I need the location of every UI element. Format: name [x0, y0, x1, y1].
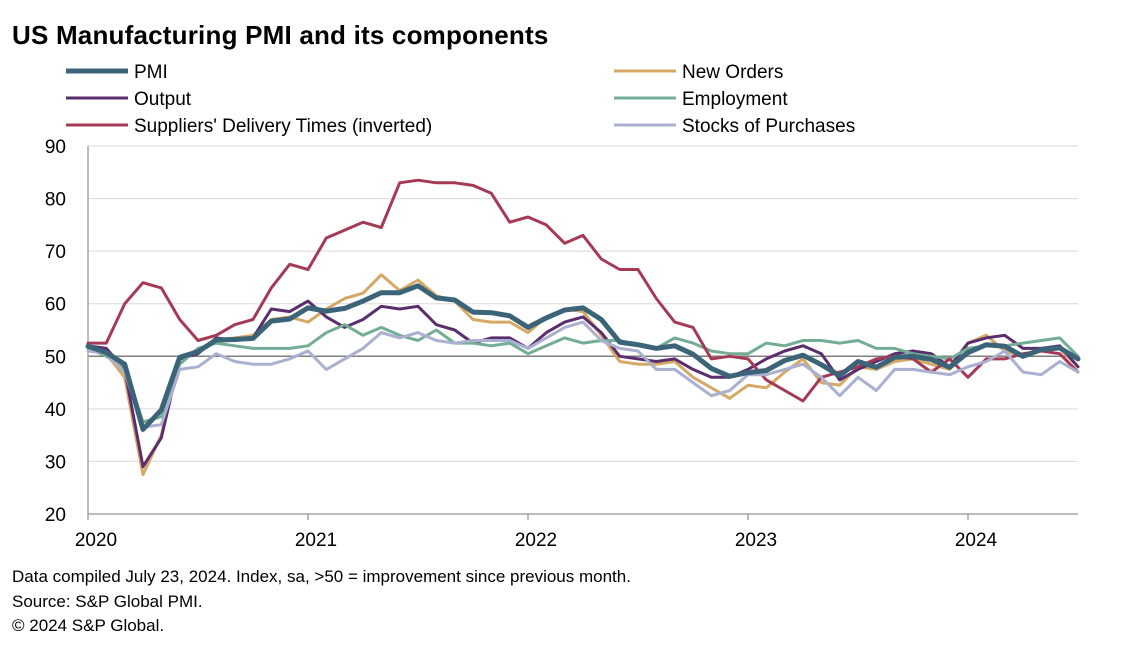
x-axis-ticks: 2020 2021 2022 2023 2024 [75, 514, 998, 551]
y-tick-label: 50 [45, 347, 66, 368]
y-tick-label: 90 [45, 137, 66, 158]
y-tick-label: 30 [45, 452, 66, 473]
axes [87, 146, 1078, 515]
series-line-employment [86, 323, 1080, 424]
legend-label: Stocks of Purchases [682, 116, 855, 137]
y-tick-label: 20 [45, 505, 66, 526]
legend-label: Output [134, 89, 192, 110]
series-line-pmi [85, 283, 1081, 432]
x-tick-label: 2021 [295, 530, 337, 551]
series-line-new-orders [86, 273, 1080, 477]
footnote-copyright: © 2024 S&P Global. [12, 616, 165, 635]
series [85, 178, 1081, 477]
x-tick-label: 2023 [735, 530, 777, 551]
series-line-suppliers-delivery-times-inverted [86, 178, 1080, 403]
x-tick-label: 2024 [955, 530, 998, 551]
x-tick-label: 2020 [75, 530, 117, 551]
legend-label: New Orders [682, 62, 783, 83]
series-line-output [86, 299, 1080, 469]
x-tick-label: 2022 [515, 530, 557, 551]
series-line-stocks-of-purchases [86, 320, 1080, 429]
grid [88, 145, 1078, 515]
legend: PMI New Orders Output Employment Suppliers' … [66, 62, 855, 137]
chart-title: US Manufacturing PMI and its components [12, 20, 549, 50]
legend-label: Employment [682, 89, 788, 110]
legend-label: Suppliers' Delivery Times (inverted) [134, 116, 432, 137]
footnote-data-compiled: Data compiled July 23, 2024. Index, sa, … [12, 567, 631, 586]
legend-label: PMI [134, 62, 168, 83]
footnote-source: Source: S&P Global PMI. [12, 592, 203, 611]
y-tick-label: 40 [45, 400, 66, 421]
y-axis-ticks: 20 30 40 50 60 70 80 90 [45, 137, 66, 526]
y-tick-label: 70 [45, 242, 66, 263]
y-tick-label: 80 [45, 190, 66, 211]
y-tick-label: 60 [45, 295, 66, 316]
